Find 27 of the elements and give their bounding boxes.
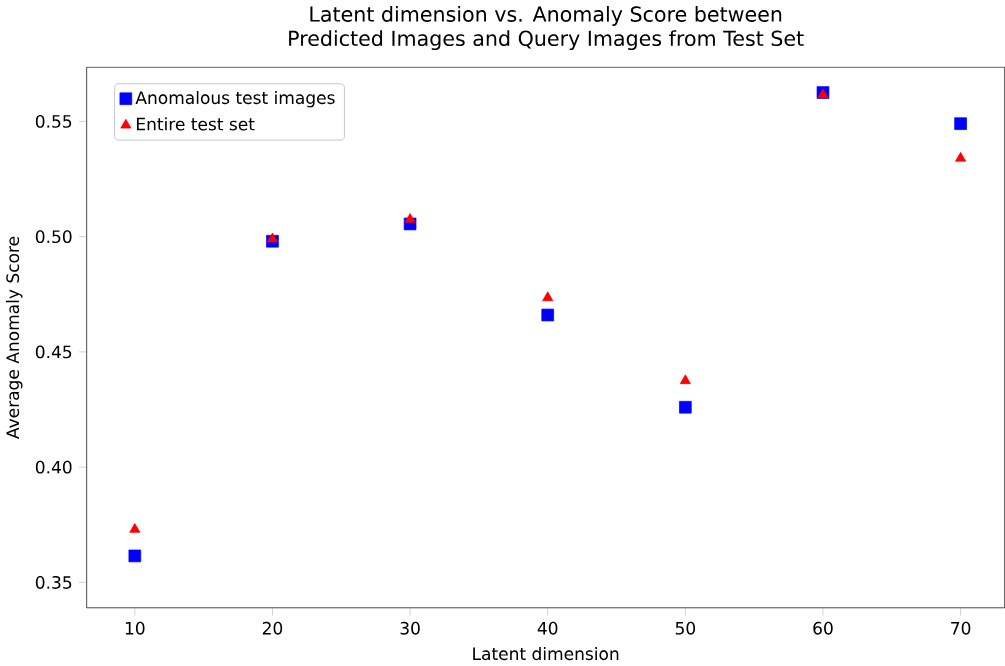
- y-tick-label: 0.50: [35, 230, 72, 244]
- point: [954, 117, 967, 130]
- y-tick-label: 0.40: [35, 460, 72, 474]
- y-tick-label: 0.35: [35, 575, 72, 589]
- point: [542, 291, 554, 301]
- point: [541, 308, 554, 322]
- point: [679, 400, 692, 414]
- y-axis-title: Average Anomaly Score: [5, 236, 23, 439]
- point: [129, 523, 141, 533]
- legend-label: Anomalous test images: [135, 90, 335, 108]
- x-axis-title: Latent dimension: [473, 646, 619, 661]
- x-tick-label: 10: [125, 621, 145, 635]
- y-tick-label: 0.45: [35, 345, 72, 359]
- x-tick-label: 70: [951, 621, 971, 635]
- x-tick-label: 50: [675, 621, 696, 635]
- point: [404, 213, 416, 223]
- x-tick-label: 40: [537, 621, 558, 635]
- point: [955, 151, 967, 162]
- point: [128, 549, 142, 563]
- legend-label: Entire test set: [137, 117, 255, 131]
- y-tick-label: 0.55: [35, 114, 72, 128]
- x-tick-label: 30: [400, 621, 420, 635]
- point: [679, 374, 691, 384]
- x-tick-label: 60: [813, 621, 833, 635]
- x-tick-label: 20: [262, 621, 283, 635]
- chart-title: Latent dimension vs. Anomaly Score between Predicted Images and Query Images from Test Set: [289, 5, 804, 51]
- point: [266, 232, 278, 243]
